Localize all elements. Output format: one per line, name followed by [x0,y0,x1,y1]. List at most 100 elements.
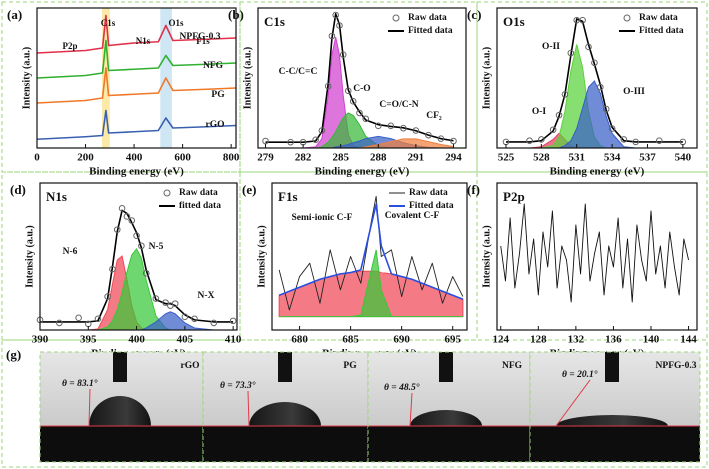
data-point [328,32,336,40]
tangent-line [88,388,91,427]
series-label: rGO [206,120,225,130]
data-point [133,232,140,240]
data-point [162,299,169,306]
data-point [94,315,102,323]
x-tick-label: 291 [408,152,425,164]
data-line [36,109,237,141]
droplet [249,402,321,426]
data-point [109,265,116,273]
series-label: NFG [203,61,224,71]
x-tick-label: 136 [605,334,622,346]
data-point [400,124,407,132]
data-point [362,115,370,123]
legend-label: Raw data [639,13,678,23]
x-tick-label: 410 [225,334,242,346]
data-point [412,127,420,134]
data-point [579,16,586,24]
panel-label: (a) [7,7,22,22]
legend-marker [623,14,631,22]
x-axis-label: Binding energy (eV) [550,166,645,178]
data-point [118,205,126,212]
needle [605,352,619,382]
data-point [555,111,563,119]
data-point [56,319,63,327]
highlight-band [102,8,110,148]
series-label: PG [211,90,225,100]
x-tick-label: 690 [393,334,410,346]
tangent-line [409,392,413,427]
contact-angle: θ = 83.1° [62,378,98,389]
panel-title: C1s [264,14,285,29]
series-label: CF₂ [426,111,442,121]
data-line [278,203,464,301]
series-label: NPFG-0.3 [180,32,221,42]
substrate [530,426,700,462]
data-point [561,91,569,98]
x-tick-label: 132 [568,334,585,346]
series-label: N-6 [63,247,78,257]
series-label: N-X [198,291,215,301]
series-label: N-5 [149,242,164,252]
legend-label: Raw data [409,188,448,198]
panel-border [1,339,708,468]
plot-frame [496,182,698,331]
x-tick-label: 528 [533,152,550,164]
data-point [608,125,616,132]
sample-label: rGO [181,361,200,371]
x-axis-label: Binding energy (eV) [89,166,184,178]
series-label: O-II [542,42,560,52]
series-label: C=O/C-N [379,100,418,110]
data-point [344,87,352,95]
x-tick-label: 390 [32,334,49,346]
series-label: C-C/C=C [279,67,318,77]
data-line [500,203,689,303]
data-point [191,315,198,323]
panel-label: (f) [467,182,480,197]
x-tick-label: 400 [126,152,143,164]
data-point [620,136,628,143]
x-tick-label: 680 [291,334,308,346]
peak-label: O1s [168,18,184,28]
data-point [128,217,136,224]
droplet [556,415,668,426]
series-label: Semi-ionic C-F [292,213,353,223]
legend-label: Raw data [179,188,218,198]
x-tick-label: 128 [530,334,547,346]
x-tick-label: 525 [498,152,515,164]
data-point [262,137,269,145]
panel-label: (e) [242,182,256,197]
x-tick-label: 294 [445,152,462,164]
x-tick-label: 405 [177,334,194,346]
panel-label: (g) [6,347,21,362]
peak-label: F1s [196,36,210,46]
x-tick-label: 395 [80,334,97,346]
x-tick-label: 288 [370,152,387,164]
x-tick-label: 200 [77,152,94,164]
x-tick-label: 285 [332,152,349,164]
data-point [655,137,663,144]
sample-label: NFG [502,361,523,371]
data-point [229,317,237,325]
x-tick-label: 279 [257,152,274,164]
contact-angle: θ = 73.3° [220,380,256,391]
panel-label: (d) [10,182,26,197]
droplet [89,396,151,426]
data-point [104,293,111,300]
legend-label: Fitted data [639,26,684,36]
data-point [356,109,363,117]
y-axis-label: Intensity (a.u.) [242,47,253,110]
panel-title: P2p [503,189,525,204]
data-point [138,242,145,250]
y-axis-label: Intensity (a.u.) [21,47,32,110]
plot-frame [257,7,467,149]
data-point [538,136,545,143]
x-axis-label: Binding energy (eV) [315,166,410,178]
y-axis-label: Intensity (a.u.) [481,47,492,110]
data-point [75,314,82,322]
tangent-line [247,390,250,427]
legend-marker [392,14,400,22]
data-point [602,105,610,113]
x-tick-label: 537 [639,152,656,164]
substrate [203,426,368,462]
data-point [387,122,395,130]
